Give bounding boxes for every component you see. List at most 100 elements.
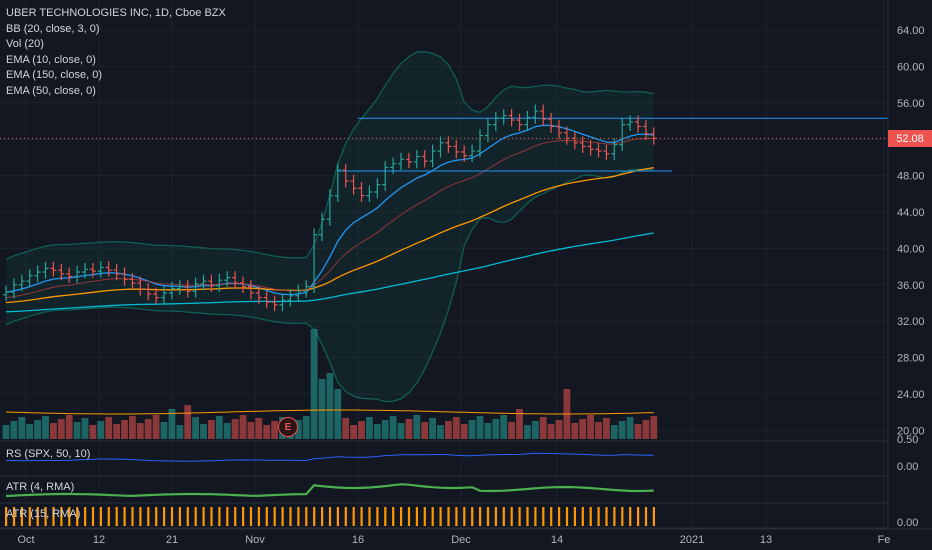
atr15-bar: [400, 507, 403, 526]
atr15-bar: [526, 507, 529, 526]
atr15-bar: [644, 507, 648, 526]
legend-ema50[interactable]: EMA (50, close, 0): [6, 84, 96, 97]
price-tick-label: 60.00: [897, 61, 925, 73]
volume-bar: [89, 425, 97, 439]
atr15-bar: [494, 507, 497, 526]
time-tick-label: 13: [760, 534, 772, 546]
volume-bar: [152, 415, 160, 439]
atr15-bar: [542, 507, 545, 526]
volume-bar: [73, 422, 81, 439]
atr15-bar: [226, 507, 229, 526]
atr15-bar: [407, 507, 411, 526]
atr15-bar: [234, 507, 237, 526]
atr15-bar: [36, 507, 39, 526]
volume-bar: [634, 424, 642, 439]
atr15-bar: [589, 507, 592, 526]
volume-bar: [231, 419, 239, 439]
volume-bar: [516, 409, 523, 439]
volume-bar: [476, 416, 484, 439]
atr15-bar: [60, 507, 63, 526]
atr15-bar: [155, 507, 158, 526]
atr15-bar: [147, 507, 150, 526]
volume-bar: [294, 420, 302, 439]
volume-bar: [223, 423, 231, 439]
volume-bar: [105, 417, 113, 439]
volume-bar: [610, 425, 618, 439]
time-tick-label: 12: [93, 534, 105, 546]
atr15-bar: [439, 507, 442, 526]
atr15-bar: [328, 507, 332, 526]
atr15-bar: [131, 507, 134, 526]
chart-title: UBER TECHNOLOGIES INC, 1D, Cboe BZX: [6, 7, 226, 19]
price-tick-label: 28.00: [897, 353, 925, 365]
atr15-bar: [463, 507, 466, 526]
ema50-line: [5, 167, 654, 304]
volume-bar: [366, 417, 373, 439]
time-tick-label: Dec: [451, 534, 471, 546]
atr15-bar: [194, 507, 197, 526]
atr15-bar: [605, 507, 608, 526]
volume-bar: [239, 415, 247, 439]
atr15-bar: [313, 507, 316, 526]
atr15-pane-label[interactable]: ATR (15, RMA): [6, 508, 81, 520]
volume-bar: [571, 423, 579, 439]
volume-bar: [555, 420, 563, 439]
volume-bar: [184, 405, 192, 439]
atr4-pane-label[interactable]: ATR (4, RMA): [6, 481, 75, 493]
volume-bar: [421, 422, 429, 439]
volume-bar: [18, 417, 26, 439]
volume-bar: [500, 415, 508, 439]
volume-bar: [200, 424, 207, 439]
atr15-bar: [249, 507, 253, 526]
legend-bb[interactable]: BB (20, close, 3, 0): [6, 22, 100, 35]
legend-vol[interactable]: Vol (20): [6, 38, 44, 50]
volume-bar: [192, 417, 199, 439]
volume-bar: [595, 422, 602, 439]
volume-bar: [57, 419, 65, 439]
volume-bar: [113, 424, 120, 439]
volume-bar: [468, 420, 476, 439]
volume-bar: [136, 423, 144, 439]
atr15-bar: [289, 507, 292, 526]
volume-bar: [65, 415, 73, 439]
price-tick-label: 40.00: [897, 243, 925, 255]
volume-bar: [437, 425, 444, 439]
volume-bar: [208, 420, 215, 439]
atr15-bar: [455, 507, 458, 526]
rs-tick-label: 0.50: [897, 434, 918, 446]
volume-bar: [310, 329, 318, 439]
atr15-bar: [178, 507, 181, 526]
atr15-bar: [550, 507, 553, 526]
atr15-bar: [573, 507, 576, 526]
earnings-marker[interactable]: E: [278, 417, 298, 437]
ema150-line: [5, 232, 654, 313]
price-tick-label: 44.00: [897, 207, 925, 219]
volume-bar: [389, 416, 397, 439]
atr15-bar: [471, 507, 474, 526]
atr15-bar: [115, 507, 118, 526]
atr15-bar: [360, 507, 363, 526]
atr15-bar: [297, 507, 300, 526]
atr15-bar: [431, 507, 434, 526]
price-tick-label: 32.00: [897, 316, 925, 328]
price-tick-label: 24.00: [897, 389, 925, 401]
legend-ema150[interactable]: EMA (150, close, 0): [6, 69, 102, 81]
atr15-bar: [652, 507, 655, 526]
volume-bar: [97, 421, 105, 439]
atr15-bar: [352, 507, 355, 526]
volume-bar: [484, 423, 492, 439]
atr15-bar: [257, 507, 260, 526]
volume-bar: [160, 422, 168, 439]
atr15-bar: [637, 507, 640, 526]
rs-tick-label: 0.00: [897, 461, 918, 473]
rs-pane-label[interactable]: RS (SPX, 50, 10): [6, 448, 91, 460]
atr15-bar: [107, 507, 110, 526]
volume-bar: [508, 422, 515, 439]
volume-bar: [642, 420, 650, 439]
atr15-bar: [44, 507, 47, 526]
volume-bar: [255, 418, 263, 439]
legend-ema10[interactable]: EMA (10, close, 0): [6, 53, 96, 66]
volume-bar: [381, 420, 389, 439]
volume-bar: [539, 417, 547, 439]
